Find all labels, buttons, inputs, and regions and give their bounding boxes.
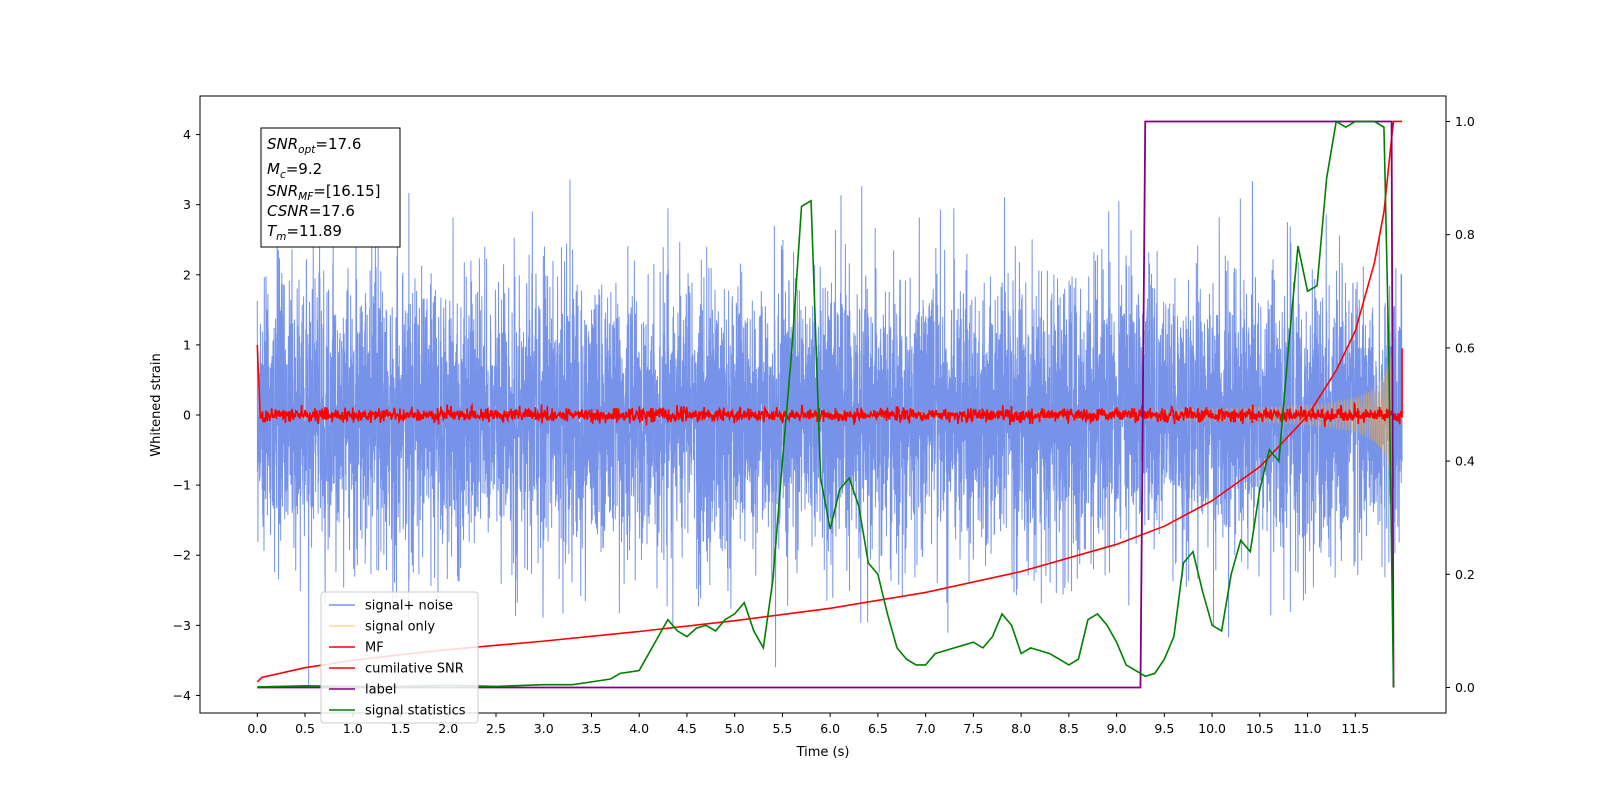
x-tick-label: 0.5 (295, 721, 315, 736)
x-tick-label: 2.5 (486, 721, 506, 736)
x-tick-label: 11.5 (1341, 721, 1369, 736)
x-tick-label: 5.0 (725, 721, 745, 736)
y-tick-label: 0 (183, 408, 191, 423)
x-tick-label: 11.0 (1294, 721, 1322, 736)
y2-tick-label: 0.0 (1455, 680, 1475, 695)
x-tick-label: 8.5 (1059, 721, 1079, 736)
legend-label: signal statistics (365, 704, 466, 719)
y2-tick-label: 0.8 (1455, 227, 1475, 242)
x-tick-label: 7.5 (963, 721, 983, 736)
x-tick-label: 5.5 (772, 721, 792, 736)
x-tick-label: 1.5 (391, 721, 411, 736)
legend-label: cumilative SNR (365, 662, 464, 677)
x-tick-label: 0.0 (247, 721, 267, 736)
legend-label: signal+ noise (365, 599, 453, 614)
x-tick-label: 3.5 (582, 721, 602, 736)
annotation-line-snr-opt: SNRopt=17.6 (267, 135, 361, 156)
x-tick-label: 10.0 (1198, 721, 1226, 736)
y-axis-label: Whitened strain (149, 353, 164, 456)
legend-label: signal only (365, 620, 435, 635)
x-tick-label: 7.0 (916, 721, 936, 736)
x-tick-label: 6.5 (868, 721, 888, 736)
x-axis-label: Time (s) (796, 745, 850, 760)
annotation-frame (260, 127, 401, 248)
series-signal-statistics (257, 120, 1395, 688)
axes: 0.0 0.5 1.0 1.5 2.0 2.5 3.0 3.5 4.0 4.5 5.0 5.5 6.0 6… (173, 114, 1475, 736)
y-tick-label: −3 (173, 618, 191, 633)
x-tick-label: 9.5 (1154, 721, 1174, 736)
x-tick-label: 10.5 (1246, 721, 1274, 736)
y2-tick-label: 1.0 (1455, 114, 1475, 129)
plot-frame (199, 95, 1447, 714)
y2-tick-label: 0.4 (1455, 454, 1475, 469)
annotation-line-csnr: CSNR=17.6 (267, 202, 355, 220)
y-tick-label: 1 (183, 337, 191, 352)
y2-tick-label: 0.2 (1455, 567, 1475, 582)
y-tick-label: 2 (183, 267, 191, 282)
x-tick-label: 9.0 (1107, 721, 1127, 736)
y-tick-label: 3 (183, 197, 191, 212)
x-tick-label: 1.0 (343, 721, 363, 736)
series-signal-noise (256, 166, 1403, 689)
x-tick-label: 2.0 (438, 721, 458, 736)
x-tick-label: 8.0 (1011, 721, 1031, 736)
x-tick-label: 3.0 (534, 721, 554, 736)
annotation-line-mc: Mc=9.2 (267, 160, 322, 181)
y-tick-label: −2 (173, 548, 191, 563)
legend-label: MF (365, 641, 384, 656)
series-label (257, 120, 1395, 689)
series-mf (256, 344, 1403, 427)
legend-frame (320, 591, 479, 724)
x-tick-label: 4.5 (677, 721, 697, 736)
annotation-line-snr-mf: SNRMF=[16.15] (267, 182, 381, 203)
y2-tick-label: 0.6 (1455, 340, 1475, 355)
y-tick-label: −4 (173, 688, 191, 703)
y-tick-label: 4 (183, 127, 191, 142)
annotation-line-tm: Tm=11.89 (267, 222, 342, 243)
y-tick-label: −1 (173, 478, 191, 493)
annotation-box: SNRopt=17.6 Mc=9.2 SNRMF=[16.15] CSNR=17… (260, 127, 401, 248)
x-tick-label: 4.0 (629, 721, 649, 736)
legend: signal+ noise signal only MF cumilative SNR… (320, 591, 479, 724)
legend-label: label (365, 683, 396, 698)
x-tick-label: 6.0 (820, 721, 840, 736)
